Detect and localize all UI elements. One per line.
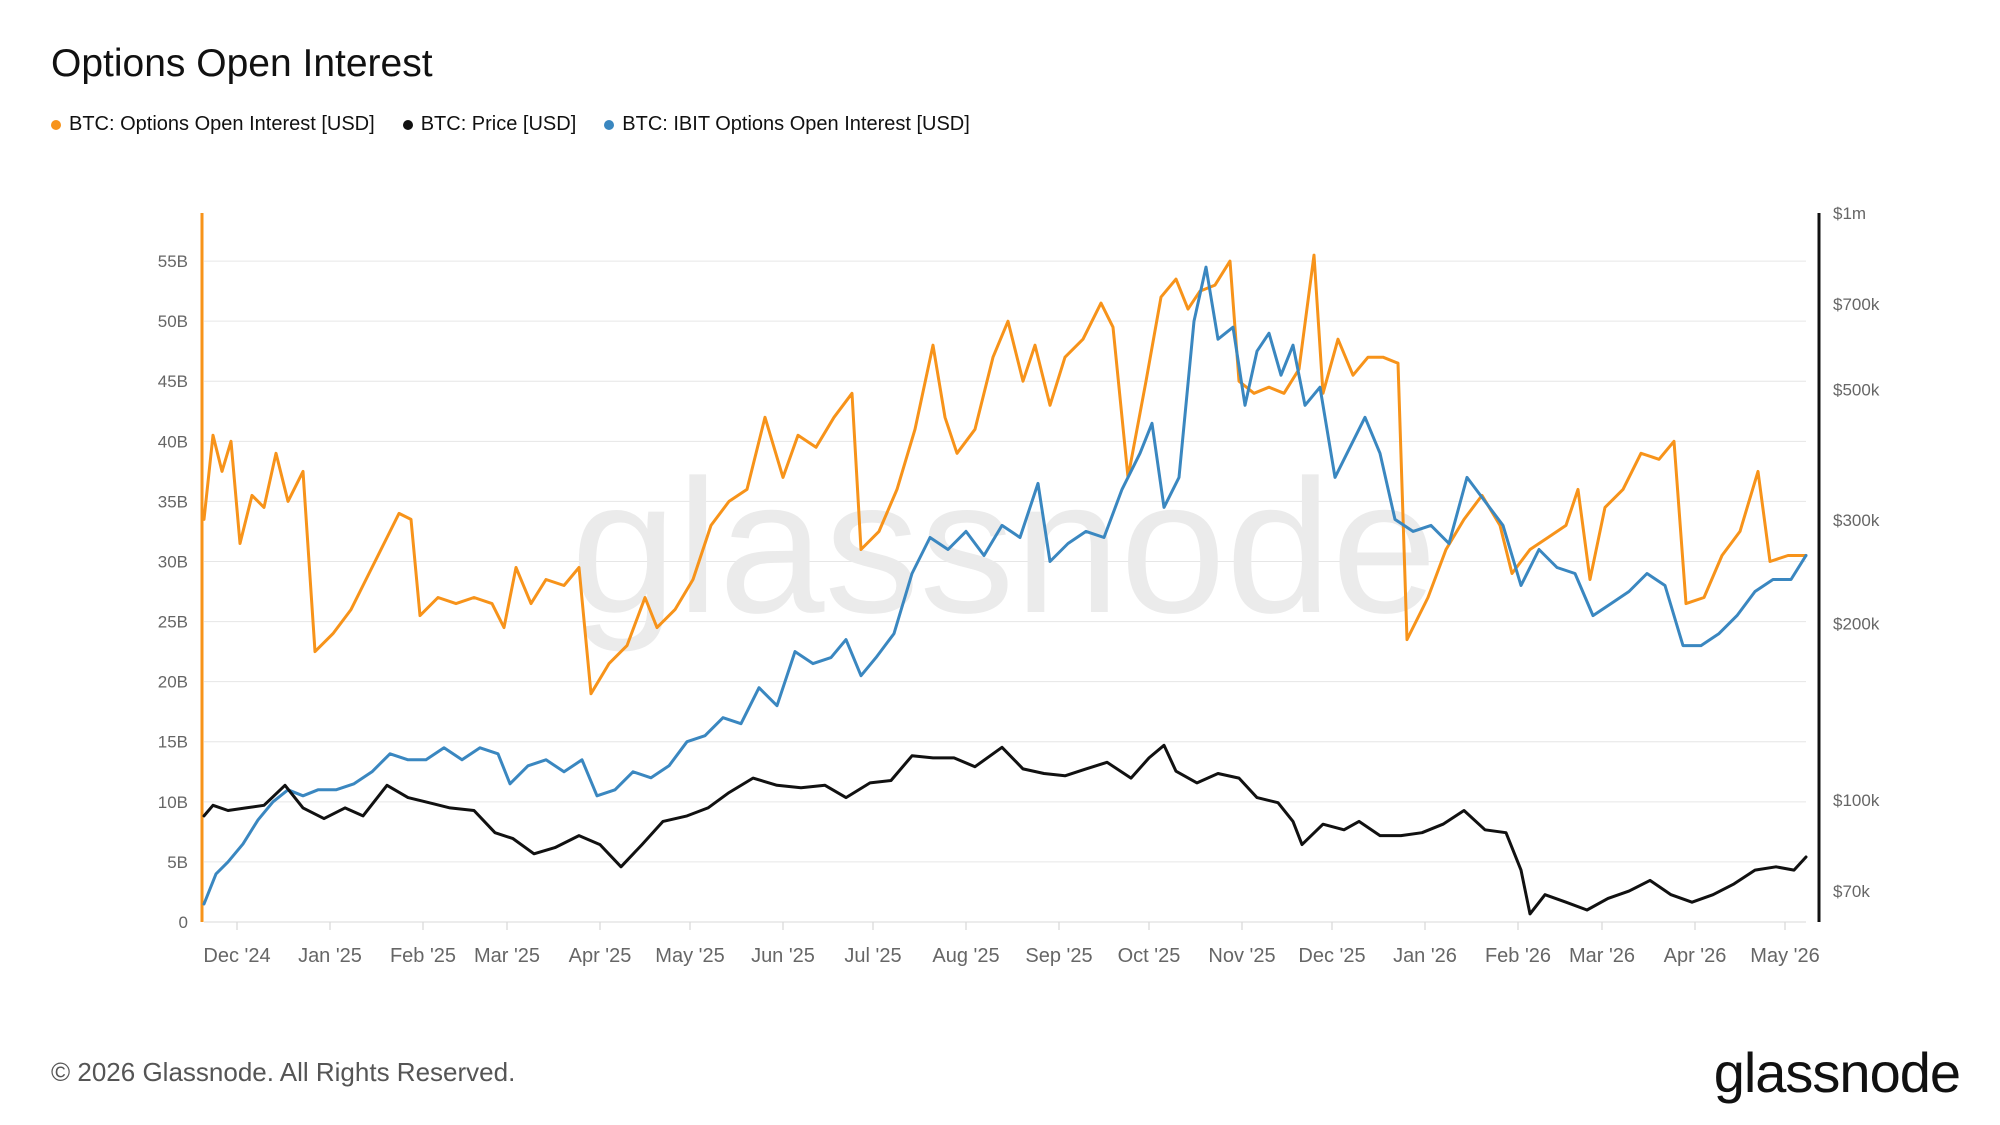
chart-title: Options Open Interest xyxy=(51,42,433,85)
legend-dot-ibit-oi xyxy=(604,119,615,130)
x-tick-label: Mar '26 xyxy=(1569,945,1635,967)
y-right-tick-label: $200k xyxy=(1833,614,1880,633)
legend-item-btc-oi[interactable]: BTC: Options Open Interest [USD] xyxy=(51,113,375,136)
y-left-tick-label: 0 xyxy=(179,913,188,932)
copyright-footer: © 2026 Glassnode. All Rights Reserved. xyxy=(51,1057,516,1087)
x-tick-label: May '26 xyxy=(1750,945,1819,967)
y-right-tick-label: $70k xyxy=(1833,882,1870,901)
y-left-tick-label: 25B xyxy=(158,613,188,632)
y-right-tick-label: $100k xyxy=(1833,791,1880,810)
legend-label-btc-oi: BTC: Options Open Interest [USD] xyxy=(69,113,375,135)
x-tick-label: Apr '25 xyxy=(569,945,632,967)
x-tick-label: Jan '26 xyxy=(1393,945,1457,967)
legend-label-price: BTC: Price [USD] xyxy=(420,113,577,135)
x-tick-label: Mar '25 xyxy=(474,945,540,967)
legend-item-price[interactable]: BTC: Price [USD] xyxy=(402,113,577,136)
y-left-tick-label: 40B xyxy=(158,432,188,451)
glassnode-logo: glassnode xyxy=(1713,1041,1961,1104)
legend-dot-price xyxy=(402,119,413,130)
x-tick-label: Nov '25 xyxy=(1208,945,1275,967)
y-left-tick-label: 55B xyxy=(158,252,188,271)
y-left-tick-label: 35B xyxy=(158,492,188,511)
y-right-tick-label: $1m xyxy=(1833,204,1866,223)
y-right-tick-label: $300k xyxy=(1833,511,1880,530)
x-tick-label: Dec '25 xyxy=(1298,945,1365,967)
x-tick-label: Feb '26 xyxy=(1485,945,1551,967)
series-line-ibit-options-oi xyxy=(202,265,1808,906)
x-tick-label: Aug '25 xyxy=(932,945,999,967)
y-left-tick-label: 30B xyxy=(158,552,188,571)
x-tick-label: Dec '24 xyxy=(203,945,270,967)
legend-dot-btc-oi xyxy=(51,119,61,130)
y-right-tick-label: $500k xyxy=(1833,381,1880,400)
x-tick-label: May '25 xyxy=(655,945,724,967)
y-left-tick-label: 15B xyxy=(158,733,188,752)
x-tick-label: Sep '25 xyxy=(1025,945,1092,967)
y-left-tick-label: 50B xyxy=(158,312,188,331)
y-left-tick-label: 5B xyxy=(167,853,188,872)
legend-label-ibit-oi: BTC: IBIT Options Open Interest [USD] xyxy=(622,113,970,135)
chart-legend: BTC: Options Open Interest [USD] BTC: Pr… xyxy=(51,113,970,136)
watermark: glassnode xyxy=(571,441,1437,653)
y-right-tick-label: $700k xyxy=(1833,295,1880,314)
x-tick-label: Oct '25 xyxy=(1118,945,1181,967)
legend-item-ibit-oi[interactable]: BTC: IBIT Options Open Interest [USD] xyxy=(604,113,970,136)
series-line-btc-options-oi xyxy=(202,253,1808,696)
x-tick-label: Jan '25 xyxy=(298,945,362,967)
series-line-btc-price xyxy=(202,743,1808,916)
x-tick-label: Feb '25 xyxy=(390,945,456,967)
y-left-tick-label: 20B xyxy=(158,673,188,692)
y-left-tick-label: 45B xyxy=(158,372,188,391)
x-tick-label: Jul '25 xyxy=(844,945,901,967)
x-tick-label: Jun '25 xyxy=(751,945,815,967)
y-left-tick-label: 10B xyxy=(158,793,188,812)
x-tick-label: Apr '26 xyxy=(1664,945,1727,967)
